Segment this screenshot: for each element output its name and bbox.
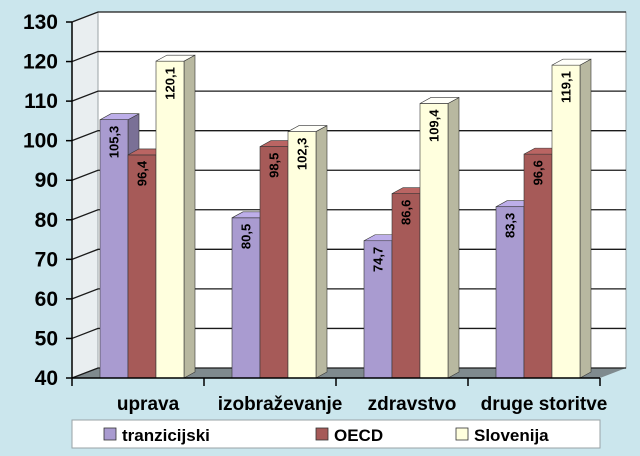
legend-label: OECD bbox=[334, 426, 383, 445]
bar-front bbox=[259, 146, 289, 379]
y-tick-label: 70 bbox=[35, 248, 58, 271]
bar-side bbox=[579, 58, 592, 379]
data-label: 86,6 bbox=[399, 200, 414, 225]
y-tick-label: 130 bbox=[23, 11, 58, 34]
data-label: 105,3 bbox=[107, 126, 122, 159]
legend-label: tranzicijski bbox=[122, 426, 210, 445]
legend-label: Slovenija bbox=[474, 426, 549, 445]
legend: tranzicijski OECD Slovenija bbox=[71, 419, 601, 449]
y-tick-label: 40 bbox=[35, 367, 58, 390]
category-label: uprava bbox=[117, 394, 180, 415]
gridline bbox=[71, 50, 626, 63]
data-label: 80,5 bbox=[239, 224, 254, 249]
plot-side-wall bbox=[71, 11, 99, 379]
bar-front bbox=[155, 60, 185, 379]
data-label: 119,1 bbox=[559, 71, 574, 103]
y-axis: 40 50 60 70 80 90 100 110 120 130 bbox=[23, 11, 73, 390]
plot-floor bbox=[72, 368, 626, 378]
bar-top bbox=[419, 97, 460, 104]
bar: 102,3 bbox=[287, 125, 328, 379]
bar-front bbox=[287, 131, 317, 379]
x-axis: uprava izobraževanje zdravstvo druge storit… bbox=[71, 377, 608, 415]
bar-front bbox=[419, 103, 449, 379]
bar-top bbox=[287, 125, 328, 132]
bar-front bbox=[391, 193, 421, 379]
bar-top bbox=[99, 113, 140, 121]
data-label: 96,6 bbox=[531, 160, 546, 185]
bar-front bbox=[551, 64, 581, 379]
legend-swatch bbox=[455, 427, 469, 441]
data-label: 74,7 bbox=[371, 247, 386, 272]
bar: 109,4 bbox=[419, 96, 460, 379]
category-label: druge storitve bbox=[481, 394, 608, 415]
y-tick-label: 100 bbox=[23, 130, 58, 153]
legend-box bbox=[71, 419, 601, 449]
bars: 105,3 96,4 120,1 80,5 98,5 102,3 74,7 86,6 109,4… bbox=[99, 54, 592, 379]
bar-side bbox=[315, 125, 328, 379]
gridline bbox=[71, 90, 626, 102]
bar-front bbox=[127, 154, 157, 379]
data-label: 109,4 bbox=[427, 109, 442, 142]
bar-top bbox=[551, 58, 592, 66]
data-label: 102,3 bbox=[295, 138, 310, 171]
bar-front bbox=[495, 206, 525, 379]
bar: 120,1 bbox=[155, 54, 196, 379]
bar-side bbox=[183, 54, 196, 379]
category-label: izobraževanje bbox=[218, 394, 343, 415]
bar-top bbox=[155, 54, 196, 62]
data-label: 120,1 bbox=[163, 67, 178, 100]
bar-front bbox=[231, 217, 261, 379]
bar-side bbox=[447, 96, 460, 379]
gridline bbox=[71, 11, 626, 23]
y-tick-label: 80 bbox=[35, 209, 58, 232]
legend-swatch bbox=[103, 427, 117, 441]
category-label: zdravstvo bbox=[368, 394, 457, 415]
y-tick-label: 50 bbox=[35, 327, 58, 350]
legend-swatch bbox=[315, 427, 329, 441]
bar-front bbox=[523, 153, 553, 379]
data-label: 96,4 bbox=[135, 160, 150, 186]
bar: 119,1 bbox=[551, 58, 592, 379]
y-tick-label: 60 bbox=[35, 288, 58, 311]
bar-front bbox=[99, 119, 129, 379]
data-label: 98,5 bbox=[267, 153, 282, 178]
data-label: 83,3 bbox=[503, 213, 518, 238]
y-tick-label: 120 bbox=[23, 51, 58, 74]
y-tick-label: 90 bbox=[35, 169, 58, 192]
y-tick-label: 110 bbox=[24, 90, 58, 113]
